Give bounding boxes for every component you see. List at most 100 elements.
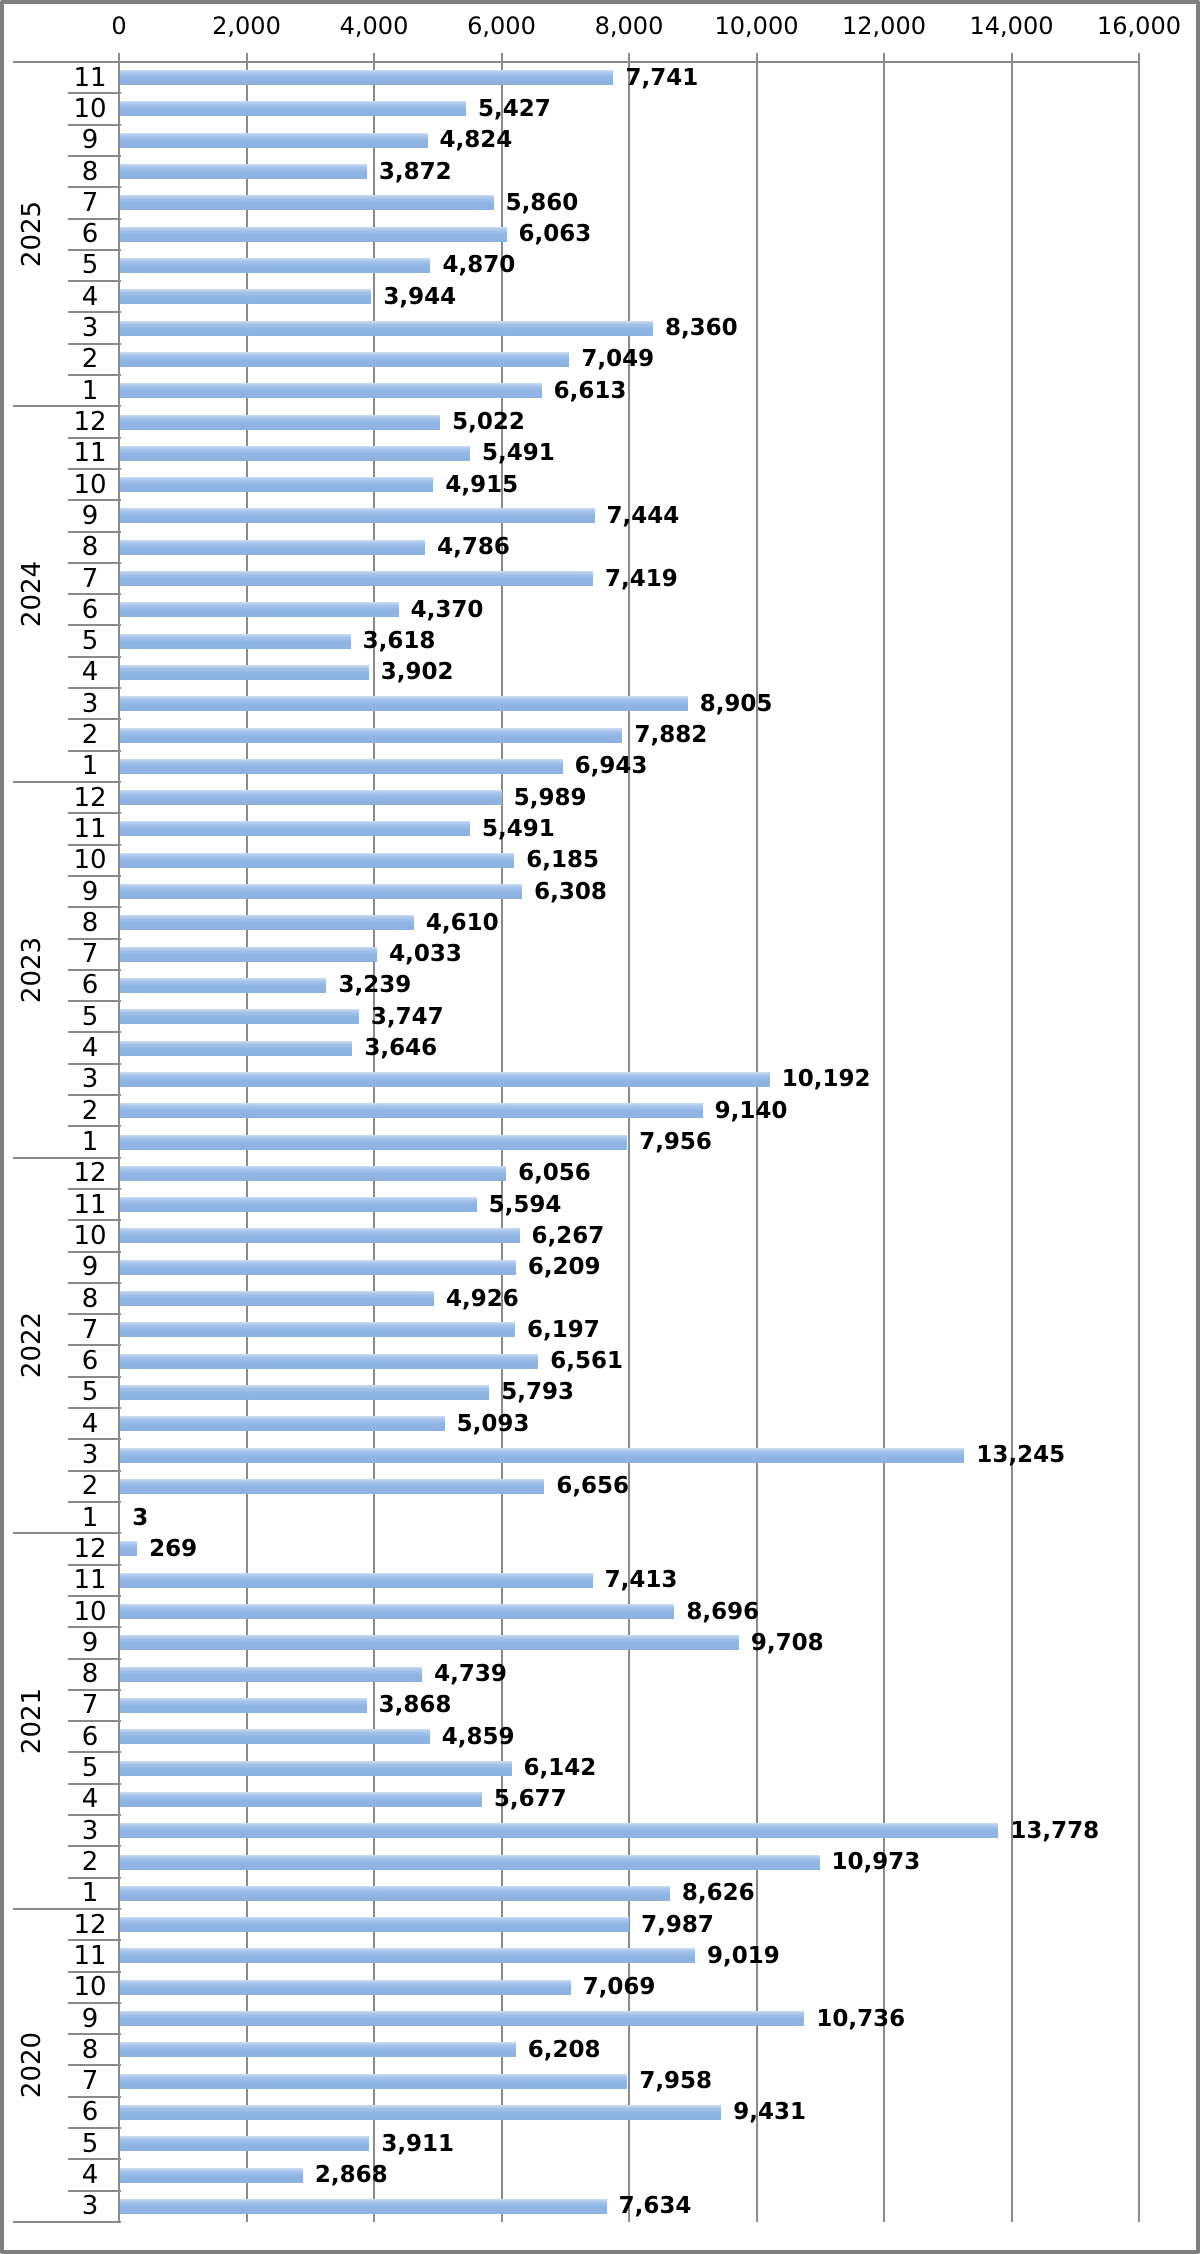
month-label: 7 bbox=[81, 563, 99, 594]
bar-value-label: 8,905 bbox=[699, 690, 773, 717]
bar bbox=[120, 1416, 445, 1432]
month-label: 11 bbox=[73, 813, 107, 844]
bar-value-label: 9,140 bbox=[714, 1097, 788, 1124]
bar-value-label: 4,739 bbox=[434, 1661, 507, 1688]
month-separator-line bbox=[68, 467, 121, 470]
bar-value-label: 3,902 bbox=[380, 659, 454, 686]
year-label-text: 2024 bbox=[17, 561, 48, 628]
bar-value-label: 4,859 bbox=[441, 1723, 515, 1750]
month-separator-line bbox=[68, 1845, 121, 1848]
month-label: 7 bbox=[81, 1690, 99, 1721]
month-separator-line bbox=[68, 123, 121, 126]
bar bbox=[120, 1635, 739, 1651]
bar bbox=[120, 1948, 695, 1964]
bar bbox=[120, 70, 614, 86]
month-separator-line bbox=[68, 2064, 121, 2067]
bar bbox=[120, 1760, 512, 1776]
bar-value-label: 4,370 bbox=[410, 596, 484, 623]
month-label: 8 bbox=[81, 156, 99, 187]
month-separator-line bbox=[68, 1125, 121, 1128]
bar-value-label: 5,491 bbox=[482, 815, 555, 842]
month-separator-line bbox=[68, 1219, 121, 1222]
month-label: 12 bbox=[73, 782, 107, 813]
year-label-text: 2020 bbox=[17, 2032, 48, 2099]
bar bbox=[120, 257, 431, 273]
month-label: 5 bbox=[81, 626, 99, 657]
month-separator-line bbox=[68, 530, 121, 533]
month-separator-line bbox=[68, 2158, 121, 2161]
month-separator-line bbox=[68, 2001, 121, 2004]
bar bbox=[120, 2136, 370, 2152]
bar bbox=[120, 2198, 607, 2214]
year-label: 2021 bbox=[8, 1533, 56, 1909]
month-separator-line bbox=[68, 2189, 121, 2192]
month-separator-line bbox=[68, 906, 121, 909]
bar bbox=[120, 508, 595, 524]
bar bbox=[120, 2167, 303, 2183]
bar-value-label: 5,491 bbox=[482, 440, 555, 467]
bar bbox=[120, 445, 471, 461]
bar bbox=[120, 320, 653, 336]
gridline bbox=[883, 53, 885, 2222]
year-separator-line bbox=[13, 1907, 121, 1910]
month-label: 11 bbox=[73, 62, 107, 93]
month-label: 1 bbox=[81, 375, 99, 406]
month-separator-line bbox=[68, 968, 121, 971]
bar-value-label: 8,360 bbox=[664, 315, 738, 342]
bar bbox=[120, 1447, 965, 1463]
month-separator-line bbox=[68, 1062, 121, 1065]
bar-value-label: 7,413 bbox=[604, 1567, 678, 1594]
month-separator-line bbox=[68, 1939, 121, 1942]
bar bbox=[120, 852, 515, 868]
bar bbox=[120, 383, 542, 399]
bar bbox=[120, 602, 399, 618]
bar bbox=[120, 2011, 805, 2027]
month-label: 9 bbox=[81, 876, 99, 907]
month-label: 9 bbox=[81, 125, 99, 156]
month-label: 3 bbox=[81, 1815, 99, 1846]
bar bbox=[120, 1979, 571, 1995]
month-separator-line bbox=[68, 1407, 121, 1410]
bar bbox=[120, 195, 494, 211]
bar bbox=[120, 1009, 359, 1025]
month-separator-line bbox=[68, 874, 121, 877]
bar bbox=[120, 1885, 670, 1901]
bar bbox=[120, 1165, 507, 1181]
bar bbox=[120, 1572, 593, 1588]
month-separator-line bbox=[68, 2033, 121, 2036]
bar-value-label: 3,911 bbox=[381, 2130, 455, 2157]
month-separator-line bbox=[68, 1281, 121, 1284]
month-separator-line bbox=[68, 1375, 121, 1378]
bar-value-label: 3,747 bbox=[370, 1003, 444, 1030]
month-label: 2 bbox=[81, 1471, 99, 1502]
bar-value-label: 4,870 bbox=[442, 252, 516, 279]
x-axis-tick-label: 14,000 bbox=[969, 12, 1054, 40]
month-separator-line bbox=[68, 1187, 121, 1190]
bar-value-label: 2,868 bbox=[314, 2162, 388, 2189]
bar-value-label: 5,860 bbox=[505, 189, 579, 216]
bar-value-label: 5,594 bbox=[488, 1191, 562, 1218]
month-label: 6 bbox=[81, 2097, 99, 2128]
month-label: 4 bbox=[81, 1408, 99, 1439]
year-label: 2020 bbox=[8, 1909, 56, 2222]
bar bbox=[120, 1134, 628, 1150]
bar-value-label: 4,033 bbox=[389, 941, 462, 968]
bar bbox=[120, 1604, 675, 1620]
month-label: 4 bbox=[81, 1784, 99, 1815]
bar bbox=[120, 1854, 820, 1870]
bar-value-label: 7,958 bbox=[639, 2068, 713, 2095]
bar-value-label: 3,944 bbox=[383, 283, 457, 310]
month-separator-line bbox=[68, 1094, 121, 1097]
bar-value-label: 7,069 bbox=[582, 1974, 656, 2001]
month-label: 1 bbox=[81, 1502, 99, 1533]
bar-value-label: 7,419 bbox=[604, 565, 678, 592]
year-label: 2022 bbox=[8, 1158, 56, 1534]
month-label: 5 bbox=[81, 1001, 99, 1032]
bar-value-label: 8,696 bbox=[686, 1598, 760, 1625]
bar-value-label: 3,239 bbox=[338, 972, 412, 999]
month-label: 1 bbox=[81, 1878, 99, 1909]
bar-value-label: 9,019 bbox=[706, 1942, 780, 1969]
month-label: 8 bbox=[81, 532, 99, 563]
